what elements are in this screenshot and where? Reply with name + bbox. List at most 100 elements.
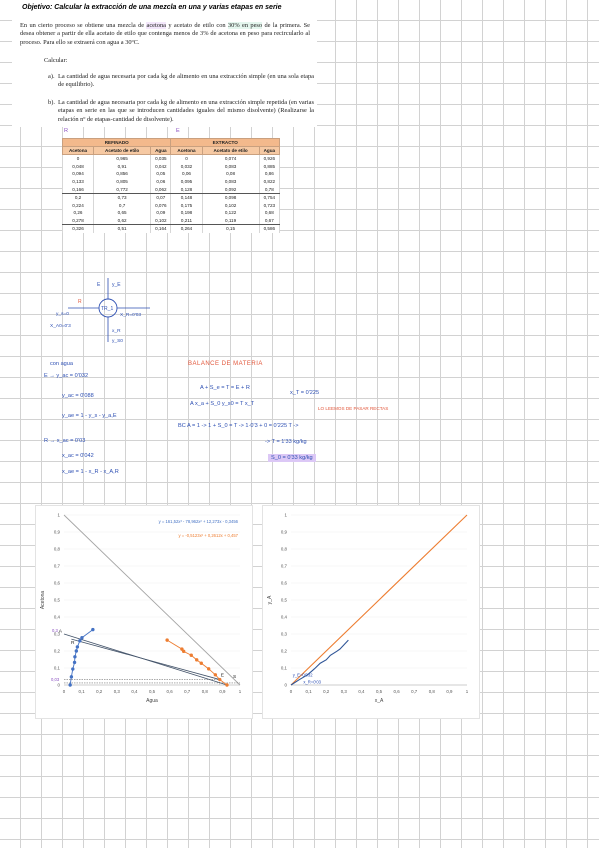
y-tick-label: 0 <box>58 683 61 688</box>
refinado-point <box>68 683 72 687</box>
y-tick-label: 0,3 <box>54 632 61 637</box>
table-cell: 0,083 <box>201 177 260 186</box>
y-tick-label: 0,5 <box>54 598 61 603</box>
x-tick-label: 0,9 <box>446 689 453 694</box>
note-x-ae: x_ae = 1 - x_R - x_A,R <box>62 469 119 475</box>
y-tick-label: 0,8 <box>281 547 288 552</box>
table-cell: 0 <box>170 154 203 163</box>
x-tick-label: 0,6 <box>167 689 174 694</box>
note-y-ac: y_ac = 0'088 <box>62 393 94 399</box>
x-tick-label: 1 <box>239 689 242 694</box>
item-b-text: La cantidad de agua necesaria por cada k… <box>58 99 314 123</box>
x-axis-title: Agua <box>146 698 158 704</box>
ternary-chart-panel: 0 0 0,1 0,1 0,2 0,2 0,3 0,3 0,4 0,4 0,5 0,5 0,6 0,6 0,… <box>35 505 253 719</box>
table-row: 0,2 0,73 0,07 0,148 0,098 0,754 <box>61 193 281 202</box>
table-cell: 0,032 <box>170 162 203 171</box>
y-axis-title: y_A <box>267 595 273 604</box>
annotation-xr: x_R=0'03 <box>303 679 321 684</box>
refinado-header: REFINADO <box>61 138 172 147</box>
table-cell: 0,042 <box>150 162 172 171</box>
x-tick-label: 0,6 <box>394 689 401 694</box>
y-tick-label: 0,7 <box>54 564 61 569</box>
table-cell: 0,122 <box>201 209 260 217</box>
table-cell: 0,076 <box>150 201 172 210</box>
y-tick-label: 1 <box>285 513 288 518</box>
extracto-point <box>225 683 229 687</box>
table-column-header: Agua <box>150 146 172 155</box>
extracto-point <box>213 673 218 677</box>
refinado-point <box>74 649 79 653</box>
x-tick-label: 0,2 <box>96 689 103 694</box>
table-row: 0,278 0,62 0,102 0,211 0,119 0,67 <box>61 216 281 226</box>
extracto-point <box>180 647 184 651</box>
table-column-header: Acetona <box>61 146 95 155</box>
table-cell: 0,73 <box>93 193 152 202</box>
extracto-point <box>206 667 211 671</box>
x-tick-label: 0,2 <box>323 689 330 694</box>
table-cell: 0,035 <box>150 154 172 163</box>
equation-extracto: y = -0,5123x² + 0,2612x + 0,457 <box>179 533 239 538</box>
x-tick-label: 0,7 <box>411 689 418 694</box>
table-cell: 0,965 <box>93 154 152 163</box>
x-tick-label: 0,4 <box>131 689 138 694</box>
extracto-point <box>195 658 199 662</box>
table-cell: 0,092 <box>201 185 260 194</box>
y-tick-label: 0,9 <box>281 530 288 535</box>
problem-paragraph: En un cierto proceso se obtiene una mezc… <box>20 22 310 47</box>
stream-right: X_R=0'03 <box>120 312 141 318</box>
distribution-chart-panel: 0 0 0,1 0,1 0,2 0,2 0,3 0,3 0,4 0,4 0,5 0,5 0,6 0,6 0,… <box>262 505 480 719</box>
refinado-point <box>80 636 84 640</box>
table-cell: 0,723 <box>258 201 281 210</box>
note-y-ae: y_ae = 1 - y_s - y_a,E <box>62 413 117 419</box>
stream-left-ys: y_s=0 <box>56 311 69 317</box>
extracto-header: EXTRACTO <box>170 138 280 147</box>
y-tick-label: 0,3 <box>281 632 288 637</box>
table-column-header: Agua <box>258 146 281 155</box>
table-cell: 0 <box>61 154 95 163</box>
stream-bottom: x_R <box>112 328 121 334</box>
x-tick-label: 0,1 <box>306 689 313 694</box>
table-cell: 0,102 <box>201 201 260 210</box>
note-e-line: E → y_ac = 0'032 <box>44 373 89 379</box>
y-tick-label: 0,6 <box>281 581 288 586</box>
table-cell: 0,51 <box>93 224 152 233</box>
table-cell: 0,164 <box>150 224 172 233</box>
table-cell: 0,26 <box>61 209 95 217</box>
y-tick-label: 0,2 <box>281 649 288 654</box>
table-cell: 0,062 <box>150 185 172 194</box>
table-cell: 0,86 <box>258 170 281 178</box>
point-label-r: R <box>71 640 75 646</box>
y-tick-label: 0,6 <box>54 581 61 586</box>
note-x-ac: x_ac = 0'042 <box>62 453 94 459</box>
x-tick-label: 0,5 <box>376 689 383 694</box>
balance-eq-2: A x_a + S_0 y_s0 = T x_T <box>190 401 255 407</box>
x-tick-label: 1 <box>466 689 469 694</box>
table-cell: 0,074 <box>201 154 260 163</box>
table-cell: 0,148 <box>170 193 203 202</box>
item-b-marker: b). <box>48 99 55 106</box>
annotation-ye: y_E=0'032 <box>293 673 313 678</box>
balance-bc-line: BC A = 1 -> 1 + S_0 = T -> 1·0'3 + 0 = 0… <box>178 423 299 429</box>
y-tick-label: 0,7 <box>281 564 288 569</box>
extracto-curve <box>166 639 228 686</box>
table-cell: 0,885 <box>258 162 281 171</box>
x-tick-label: 0,5 <box>149 689 156 694</box>
balance-xt: x_T = 0'225 <box>290 390 320 396</box>
table-cell: 0,119 <box>201 216 260 226</box>
y-tick-label: 0,1 <box>54 666 61 671</box>
result-t: -> T = 1'33 kg/kg <box>265 439 307 445</box>
table-row: 0,133 0,805 0,06 0,095 0,083 0,822 <box>61 177 281 186</box>
item-a-text: La cantidad de agua necesaria por cada k… <box>58 73 314 89</box>
stage-label: TR_1 <box>101 306 113 312</box>
problem-text-segment: de la primera. Se desea obtener a partir… <box>20 22 310 46</box>
table-cell: 0,128 <box>170 185 203 194</box>
distribution-chart: 00 0,1 0,1 0,2 0,2 0,3 0,3 0,4 0,4 0,5 0,5 0,6 0,6 0,… <box>267 513 469 705</box>
problem-text-segment: y acetato de etilo con <box>166 22 228 29</box>
table-cell: 0,211 <box>170 216 203 226</box>
problem-text-segment: En un cierto proceso se obtiene una mezc… <box>20 22 147 29</box>
x-tick-label: 0 <box>290 689 293 694</box>
stream-top: E <box>97 282 101 288</box>
mark-r: R <box>64 128 69 134</box>
extracto-point <box>165 638 169 642</box>
x-axis-title: x_A <box>375 698 384 704</box>
